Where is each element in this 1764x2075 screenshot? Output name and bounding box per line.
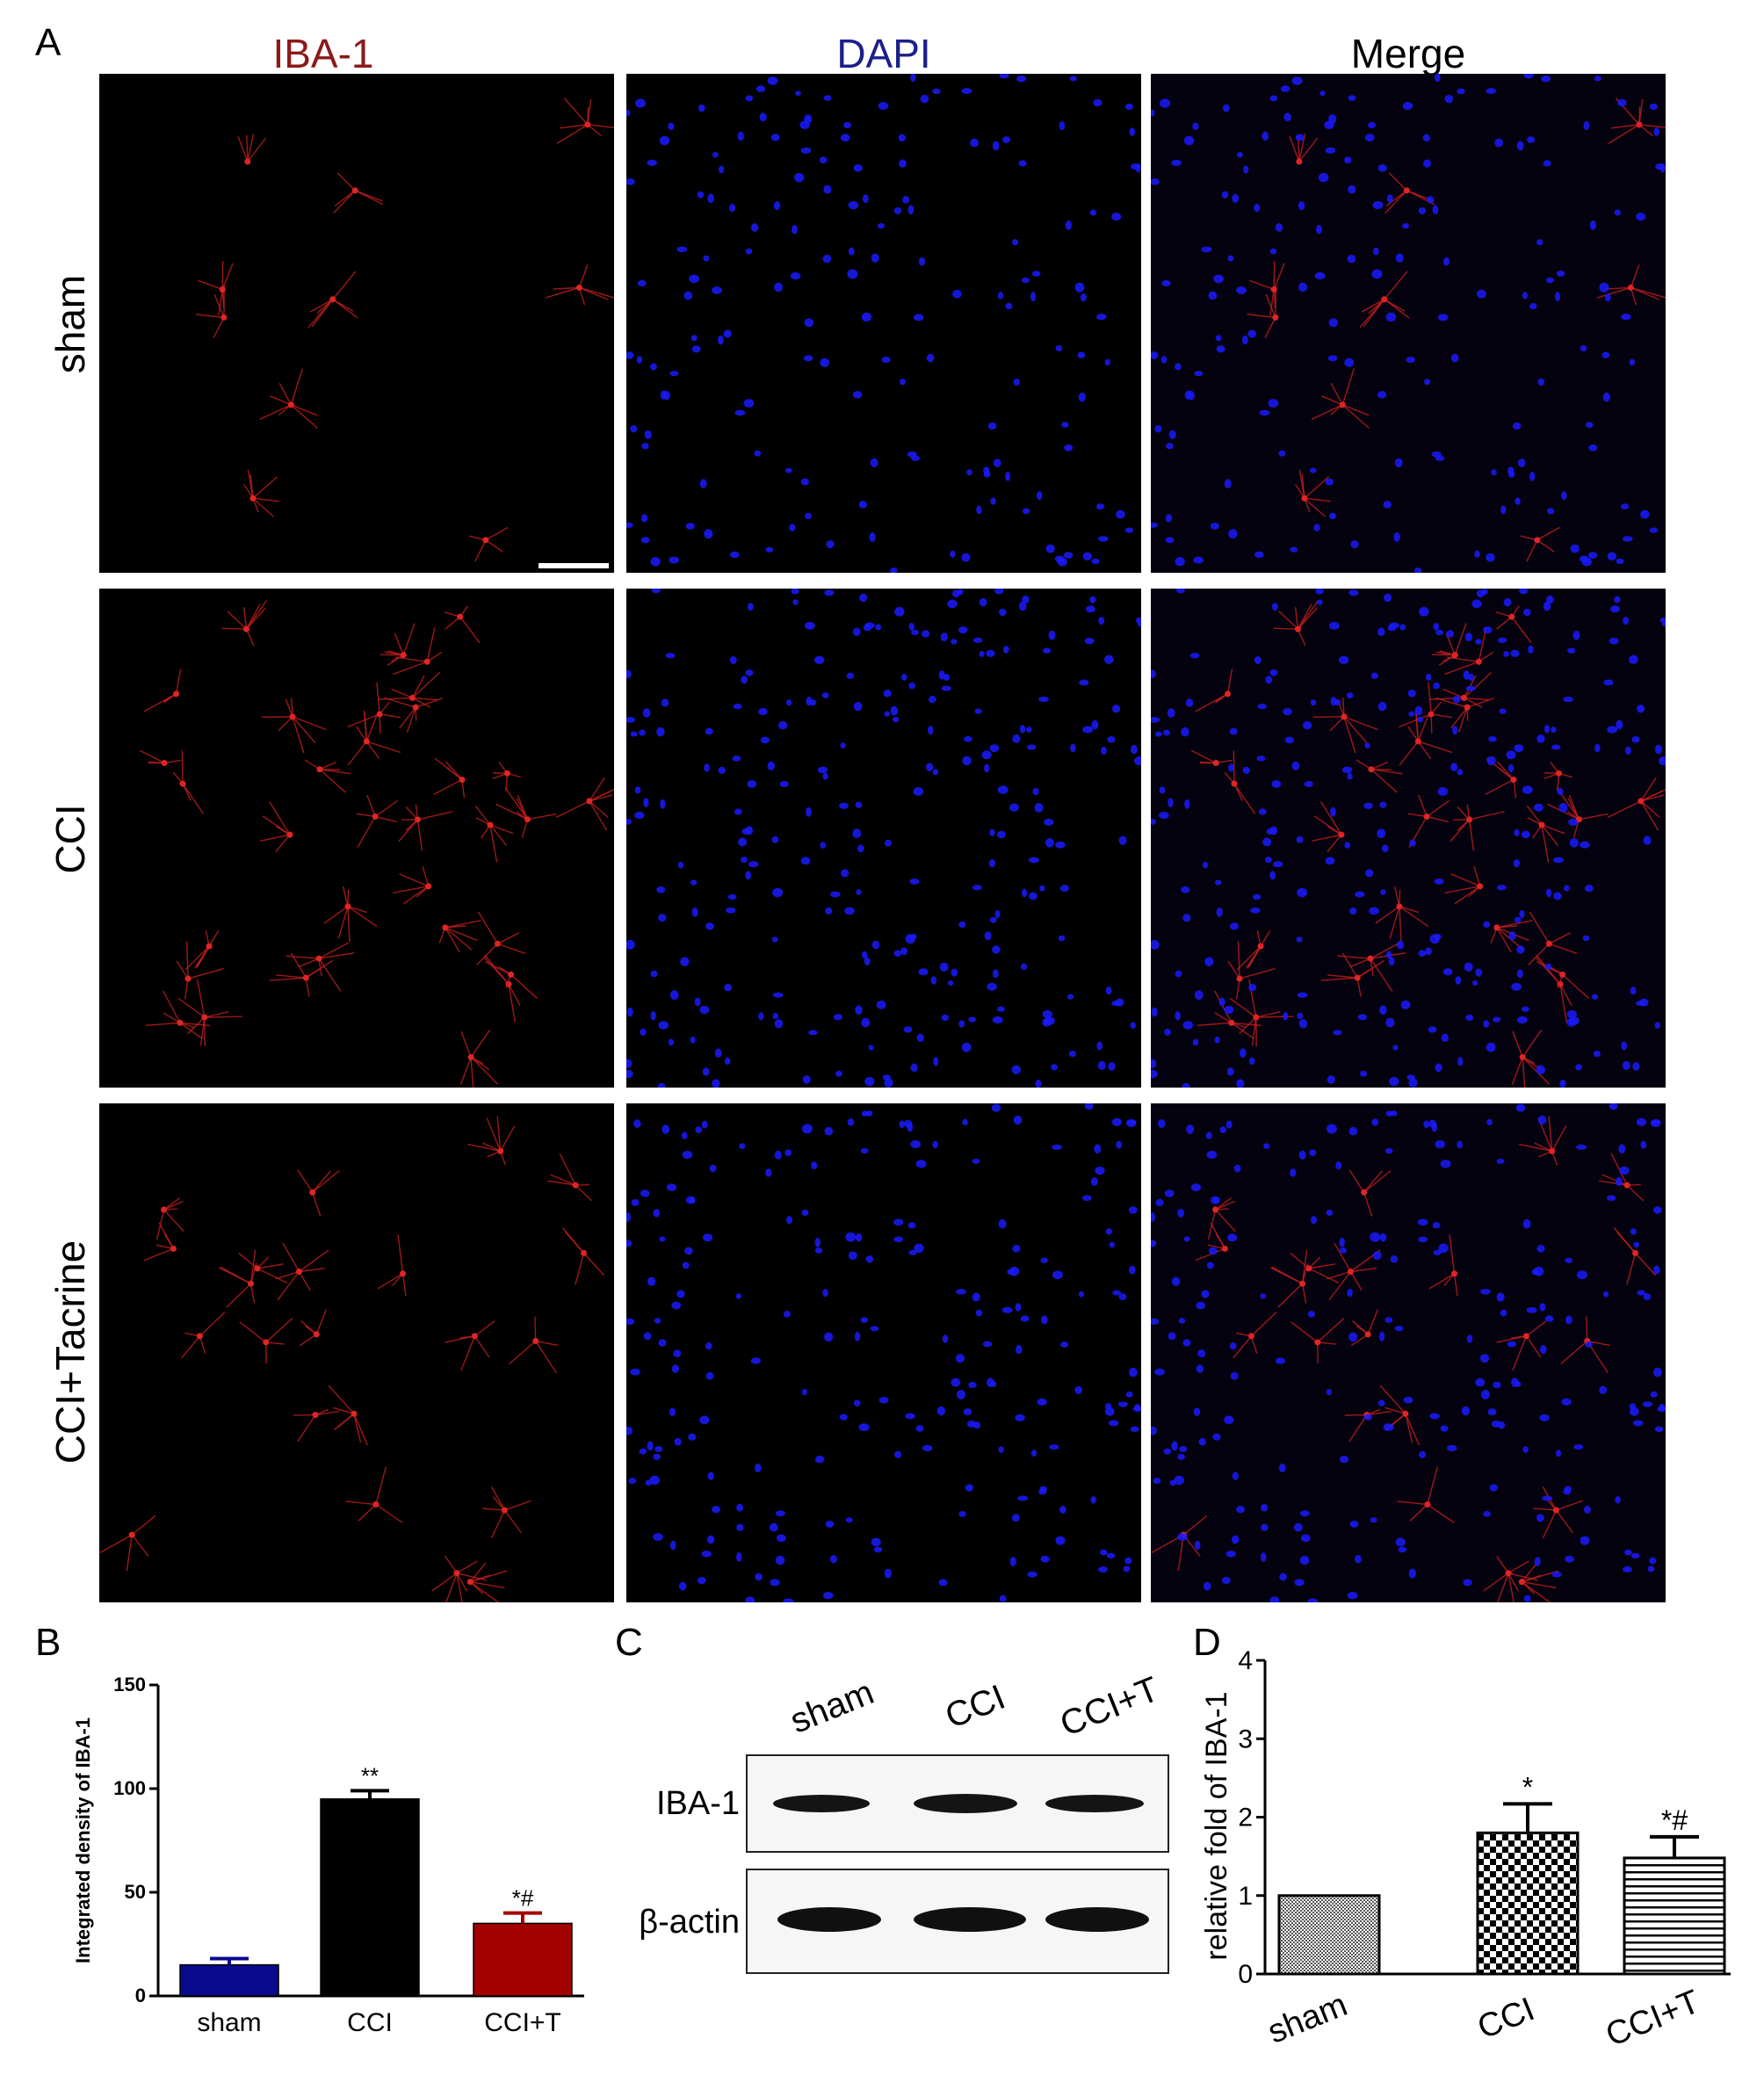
chart-b-category-label: sham	[197, 2008, 261, 2037]
micrograph-sham-dapi	[626, 74, 1141, 573]
chart-b-ytick-label: 0	[135, 1985, 146, 2006]
blot-band-iba1	[1045, 1795, 1144, 1812]
chart-b-bar-sham	[179, 1963, 279, 1997]
blot-band-iba1	[914, 1794, 1017, 1813]
blot-lane-label: sham	[785, 1673, 879, 1740]
panel-c-letter: C	[615, 1621, 643, 1664]
chart-d-ytick-label: 2	[1238, 1804, 1253, 1833]
chart-d-ytick-label: 0	[1238, 1960, 1253, 1989]
micrograph-cci-dapi	[626, 589, 1141, 1088]
micrograph-cci-tacrine-iba1	[99, 1103, 614, 1602]
chart-b-category-label: CCI	[347, 2008, 393, 2037]
chart-b-annotation: *#	[512, 1885, 534, 1912]
panel-b-letter: B	[35, 1621, 61, 1664]
micrograph-cci-tacrine-dapi	[626, 1103, 1141, 1602]
blot-band-actin	[914, 1907, 1026, 1932]
western-blot-c: sham CCI CCI+T IBA-1 β-actin	[639, 1670, 1169, 1974]
blot-band-actin	[1045, 1907, 1149, 1932]
micrograph-cci-iba1	[99, 589, 614, 1088]
chart-d-ytick-label: 3	[1238, 1724, 1253, 1753]
micrograph-sham-iba1	[99, 74, 614, 573]
column-label-dapi: DAPI	[836, 31, 931, 76]
chart-d-ytick-label: 4	[1238, 1646, 1253, 1675]
blot-band-actin	[777, 1907, 881, 1932]
chart-d-ytick-label: 1	[1238, 1882, 1253, 1911]
micrograph-cci-tacrine-merge	[1151, 1103, 1666, 1602]
scale-bar	[539, 563, 609, 568]
chart-d-category-label: CCI+T	[1601, 1984, 1705, 2054]
chart-d-bar-cci-t	[1623, 1856, 1726, 1976]
blot-lane-label: CCI+T	[1055, 1670, 1165, 1745]
row-label-sham: sham	[47, 274, 93, 374]
chart-d-annotation: *#	[1661, 1804, 1688, 1836]
chart-d-category-label: CCI	[1472, 1991, 1539, 2046]
chart-b-bar-cci-t	[473, 1922, 573, 1997]
chart-b-category-label: CCI+T	[484, 2008, 561, 2037]
row-label-cci-tacrine: CCI+Tacrine	[47, 1240, 93, 1464]
blot-band-iba1	[773, 1795, 870, 1812]
chart-b-ytick-label: 150	[113, 1674, 146, 1695]
chart-b-annotation: **	[361, 1762, 379, 1789]
chart-d-bar-sham	[1277, 1894, 1381, 1976]
blot-band-label-actin: β-actin	[639, 1904, 740, 1941]
chart-b-bar-cci	[320, 1798, 420, 1997]
chart-d-ylabel: relative fold of IBA-1	[1200, 1691, 1233, 1960]
panel-a-letter: A	[35, 21, 61, 64]
chart-b: 0 50 100 150 Integrated density of IBA-1 sham…	[72, 1674, 584, 2037]
micrograph-sham-merge	[1151, 74, 1666, 573]
column-label-iba1: IBA-1	[272, 31, 374, 76]
chart-b-ytick-label: 50	[125, 1881, 146, 1903]
chart-b-ytick-label: 100	[113, 1777, 146, 1799]
column-label-merge: Merge	[1350, 31, 1466, 76]
chart-d-annotation: *	[1522, 1771, 1533, 1803]
chart-b-ylabel: Integrated density of IBA-1	[72, 1717, 94, 1963]
chart-d-bar-cci	[1476, 1831, 1580, 1976]
micrograph-cci-merge	[1151, 589, 1666, 1088]
chart-d-category-label: sham	[1263, 1986, 1353, 2051]
panel-d-letter: D	[1193, 1621, 1221, 1664]
row-label-cci: CCI	[47, 804, 93, 874]
blot-lane-label: CCI	[940, 1678, 1010, 1737]
blot-band-label-iba1: IBA-1	[656, 1785, 740, 1822]
